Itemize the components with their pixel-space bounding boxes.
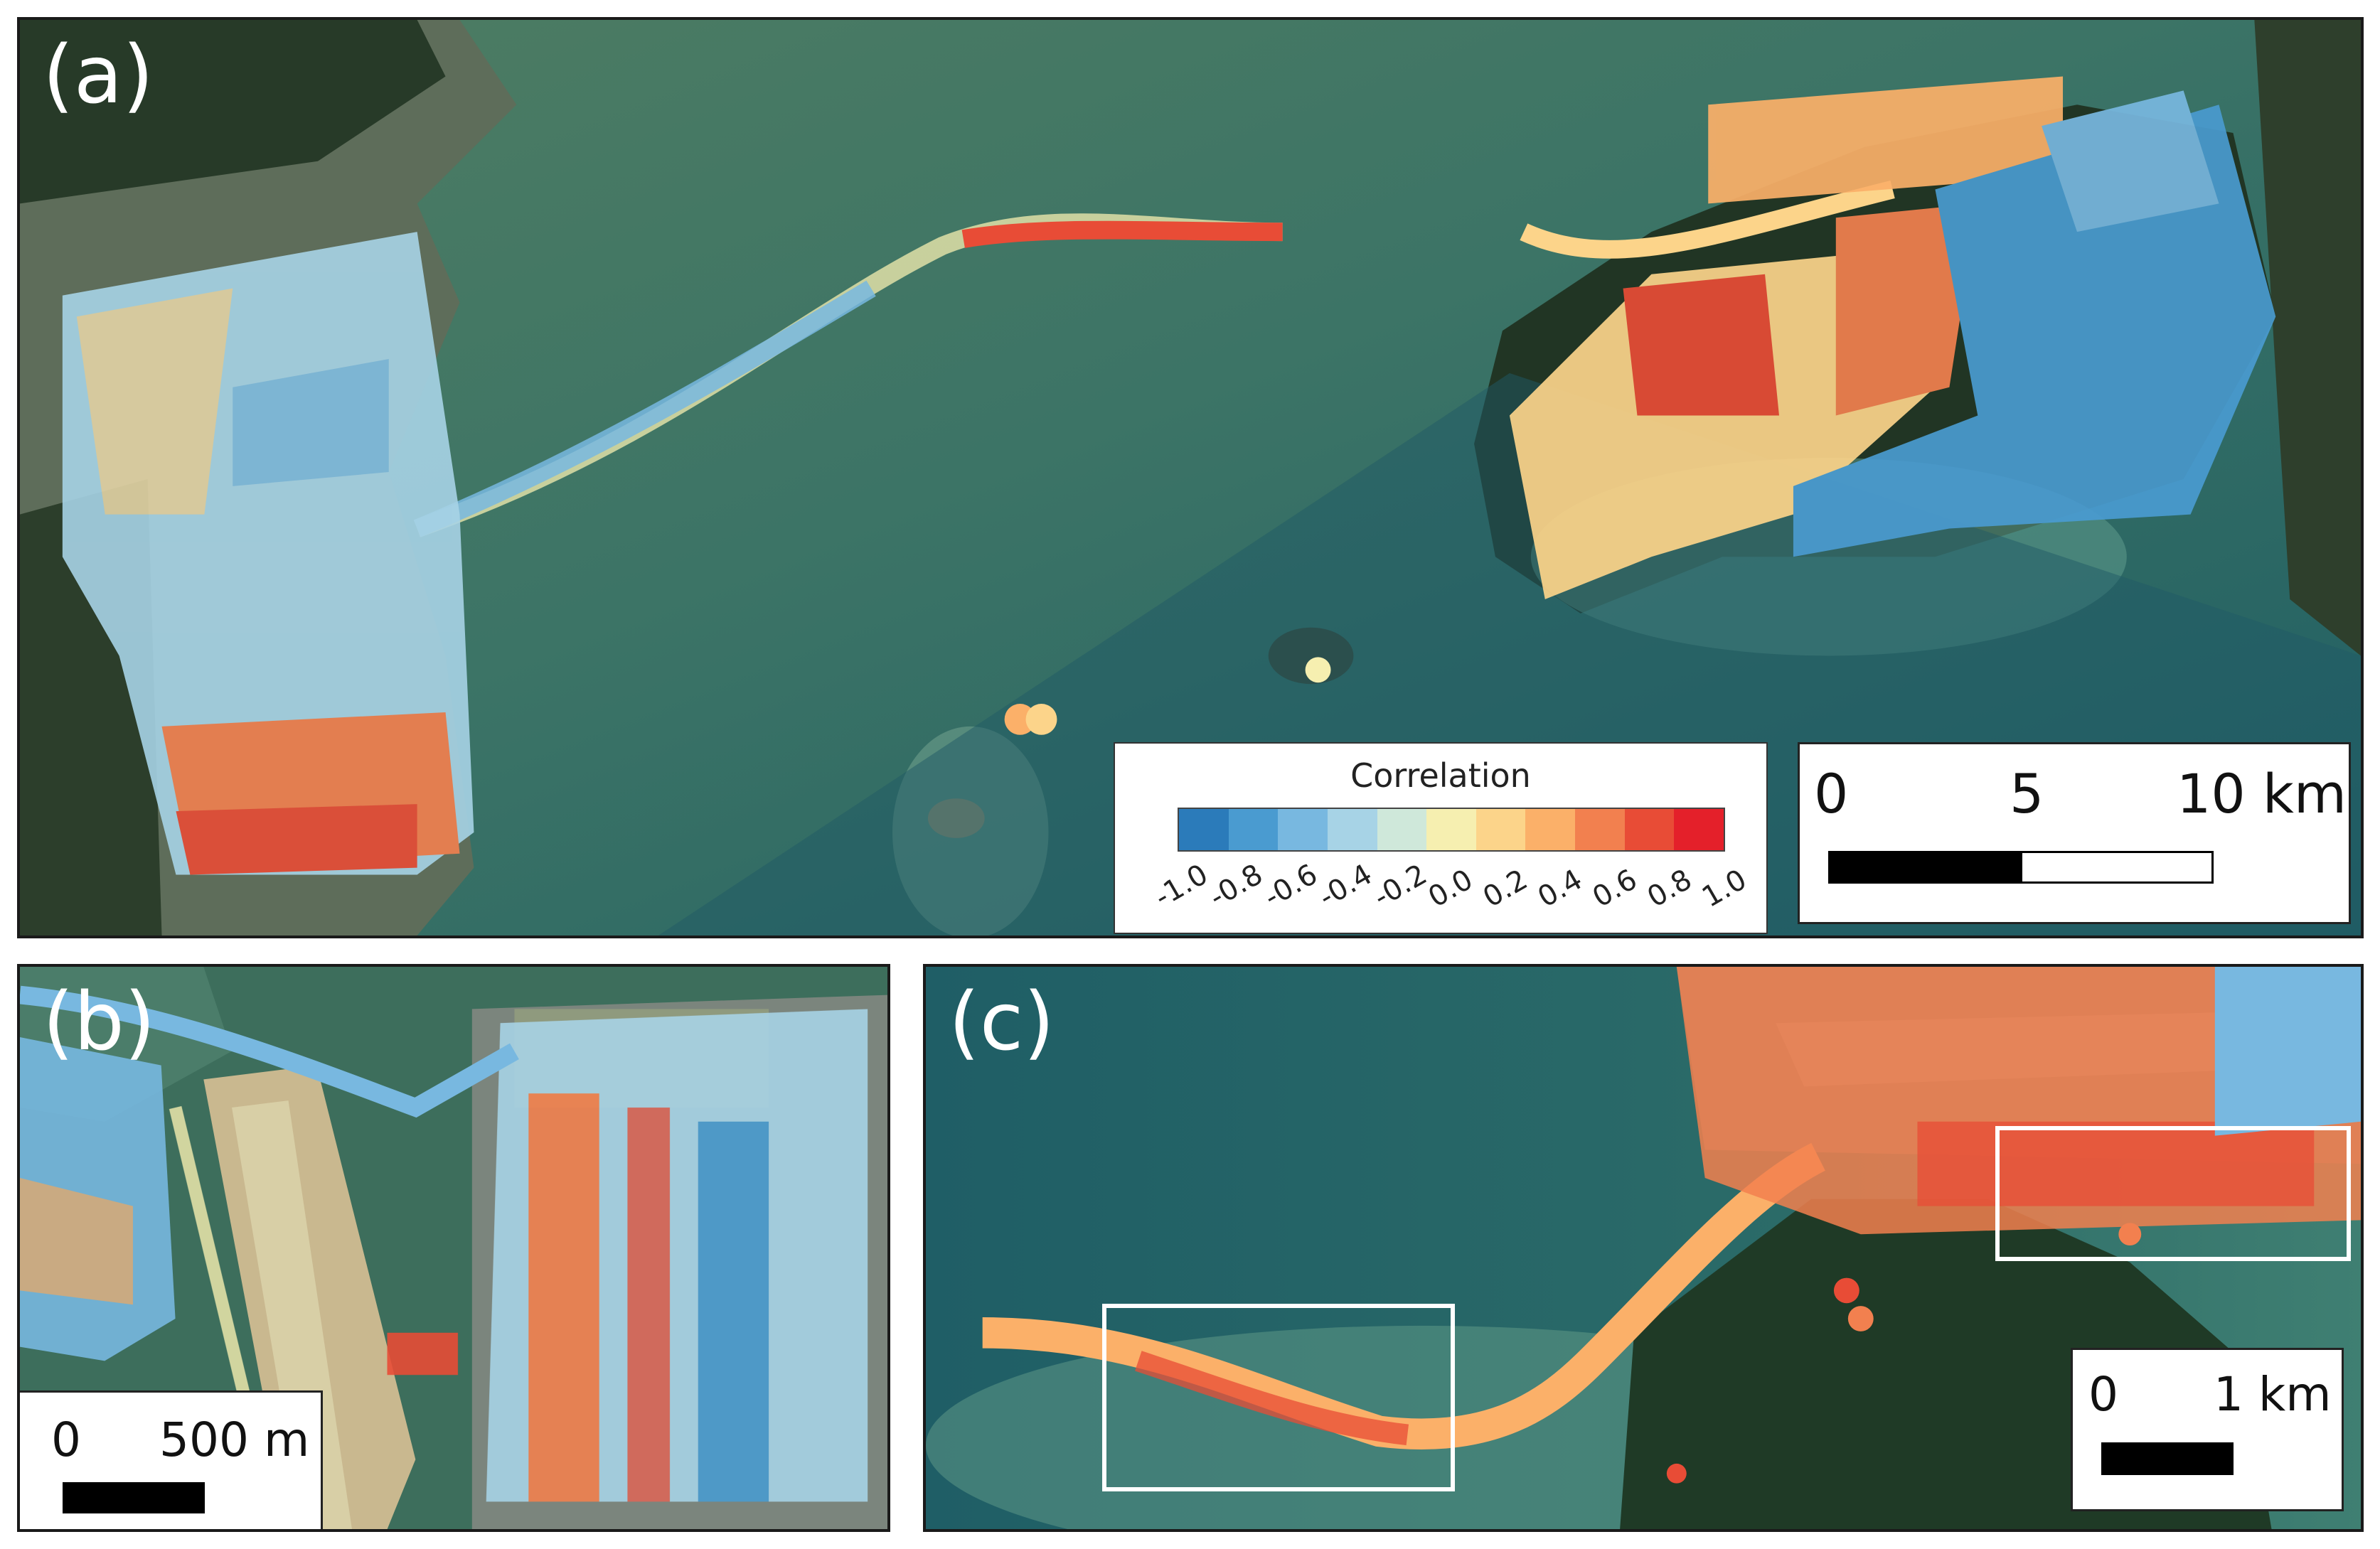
scalebar-c-label-1: 1 km: [2214, 1367, 2332, 1422]
legend-swatch: [1476, 809, 1526, 850]
legend-swatch: [1377, 809, 1427, 850]
scalebar-a-white-segment: [2020, 851, 2214, 884]
legend-colorbar: [1178, 808, 1725, 852]
legend-swatch: [1278, 809, 1328, 850]
legend-tick-label: 0.2: [1478, 863, 1534, 914]
legend-swatch: [1575, 809, 1625, 850]
scalebar-b-black-segment: [63, 1482, 205, 1513]
panel-a-ps-points-islet: [1004, 657, 1331, 735]
legend-swatch: [1674, 809, 1724, 850]
legend-swatch: [1624, 809, 1675, 850]
scalebar-b-label-0: 0: [51, 1413, 81, 1467]
panel-a-map: (a) Correlation -1.0 -0.8 -0.6 -0.4 -0.2 0.0 0…: [17, 17, 2364, 938]
legend-tick-label: 0.6: [1587, 863, 1643, 914]
scalebar-a-black-segment: [1828, 851, 2022, 884]
scalebar-c: 0 1 km: [2071, 1348, 2344, 1511]
panel-b-label: (b): [43, 976, 156, 1068]
panel-b-ps-points: [20, 1009, 868, 1502]
legend-tick-label: 0.4: [1532, 863, 1589, 914]
panel-a-label: (a): [43, 29, 154, 122]
panel-a-bridge-track: [413, 180, 1895, 537]
legend-swatch: [1179, 809, 1229, 850]
scalebar-a-label-0: 0: [1814, 762, 1849, 825]
scalebar-a: 0 5 10 km: [1798, 742, 2351, 924]
legend-title: Correlation: [1350, 756, 1531, 795]
legend-tick-label: 1.0: [1697, 863, 1753, 914]
legend-swatch: [1228, 809, 1279, 850]
legend-swatch: [1426, 809, 1476, 850]
panel-a-ps-points-east: [1509, 76, 2276, 599]
correlation-legend: Correlation -1.0 -0.8 -0.6 -0.4 -0.2 0.0 0.2 0.…: [1114, 742, 1768, 934]
panel-c-map: (c) 0 1 km: [923, 964, 2364, 1532]
legend-tick-label: 0.0: [1423, 863, 1479, 914]
panel-b-map: (b) 0 500 m: [17, 964, 890, 1532]
legend-tick-label: 0.8: [1642, 863, 1698, 914]
scalebar-b-label-500: 500 m: [159, 1413, 310, 1467]
scalebar-b: 0 500 m: [20, 1390, 323, 1529]
panel-c-highlight-box-bridge: [1102, 1304, 1455, 1491]
scalebar-c-black-segment: [2101, 1442, 2234, 1475]
panel-a-ps-points-west: [62, 232, 474, 875]
panel-c-label: (c): [949, 976, 1055, 1068]
legend-swatch: [1525, 809, 1576, 850]
legend-swatch: [1327, 809, 1377, 850]
scalebar-a-label-5: 5: [2010, 762, 2044, 825]
scalebar-a-label-10: 10 km: [2177, 762, 2347, 825]
scalebar-c-label-0: 0: [2088, 1367, 2118, 1422]
panel-c-ps-points: [982, 967, 2361, 1484]
panel-c-highlight-box-airport: [1995, 1126, 2351, 1261]
